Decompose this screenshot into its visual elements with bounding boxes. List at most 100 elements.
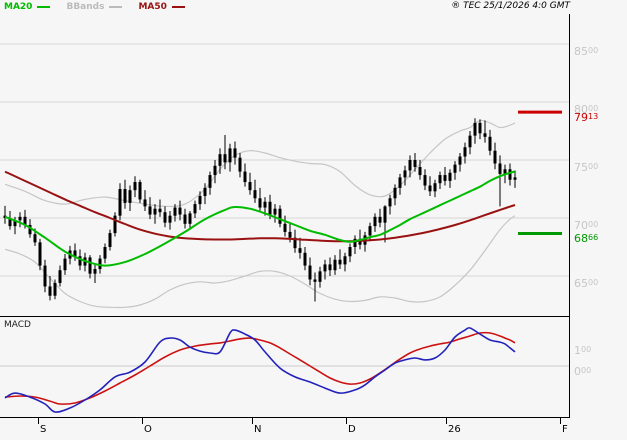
candle-body [263,201,267,208]
candle-body [433,183,437,192]
candle-body [288,231,292,238]
x-axis-label-D: D [348,424,356,435]
x-axis-label-N: N [254,424,262,435]
candle-body [403,170,407,178]
candle-body [33,234,37,243]
candle-body [28,224,32,235]
candle-body [218,154,222,166]
candle-body [108,233,112,247]
copyright-text: ® TEC 25/1/2026 4:0 GMT [451,1,570,11]
candle-body [388,198,392,207]
candle-body [268,201,272,215]
x-axis-label-S: S [40,424,47,435]
candle-body [348,247,352,257]
candle-body [308,265,312,280]
candle-body [233,148,237,158]
legend-item-ma50: MA50 [138,2,185,12]
candle-body [163,212,167,223]
x-axis-label-F: F [562,424,568,435]
candle-body [393,187,397,199]
candle-body [373,216,377,227]
candle-body [513,177,517,180]
candle-body [183,214,187,224]
candle-body [333,259,337,271]
bbands-line-swatch [109,6,123,8]
chart-legend: MA20 BBands MA50 [4,2,185,12]
candle-body [283,223,287,232]
macd-signal-line [4,331,516,405]
y-axis-label-8500: 8500 [574,45,599,58]
legend-ma50-label: MA50 [138,2,167,12]
y-axis-label-7000: 7000 [574,219,599,232]
candle-body [453,164,457,173]
candle-body [383,206,387,223]
candle-body [188,213,192,224]
candle-body [243,171,247,183]
candle-body [88,257,92,274]
candle-body [493,150,497,164]
candle-body [463,147,467,157]
candle-body [78,256,82,266]
candle-body [503,169,507,174]
candle-body [18,216,22,221]
candle-body [318,271,322,282]
candle-body [223,154,227,163]
candle-body [48,286,52,296]
candle-body [508,169,512,180]
candle-body [103,247,107,259]
candle-body [448,172,452,181]
y-axis-label-7500: 7500 [574,161,599,174]
candle-body [328,264,332,271]
candle-body [208,175,212,188]
macd-axis-label-000: 000 [574,365,592,378]
candle-body [498,163,502,174]
candle-body [93,269,97,274]
y-axis-label-6500: 6500 [574,277,599,290]
candle-body [298,248,302,253]
ma50-line-swatch [171,6,185,8]
legend-bbands-label: BBands [66,2,105,12]
candle-body [143,199,147,207]
candle-body [408,160,412,171]
candle-body [228,148,232,163]
candle-body [98,258,102,270]
candle-body [193,204,197,214]
bollinger-upper-line [4,119,516,208]
candle-body [178,207,182,215]
candle-body [378,216,382,223]
candle-body [153,208,157,215]
candle-body [168,215,172,223]
bollinger-lower-line [4,215,516,309]
candle-body [478,122,482,134]
candle-body [443,175,447,181]
candle-body [353,238,357,247]
candle-body [43,265,47,287]
candle-body [138,182,142,200]
ma50-line [4,170,516,243]
candle-body [248,182,252,191]
candle-body [58,270,62,283]
candle-body [273,208,277,215]
candle-body [53,282,57,296]
candle-body [418,166,422,176]
candle-body [133,182,137,191]
candle-body [423,175,427,186]
candle-body [148,206,152,215]
macd-panel-label: MACD [4,320,31,330]
legend-item-ma20: MA20 [4,2,51,12]
legend-ma20-label: MA20 [4,2,33,12]
candle-body [428,185,432,192]
x-axis-label-26: 26 [448,424,461,435]
candle-body [173,207,177,216]
candle-body [398,177,402,188]
candle-body [293,237,297,249]
candle-body [8,218,12,227]
candle-body [438,175,442,184]
candle-body [278,208,282,224]
candle-body [343,256,347,265]
candle-body [323,264,327,272]
ma20-line-swatch [37,6,51,8]
candle-body [128,190,132,203]
